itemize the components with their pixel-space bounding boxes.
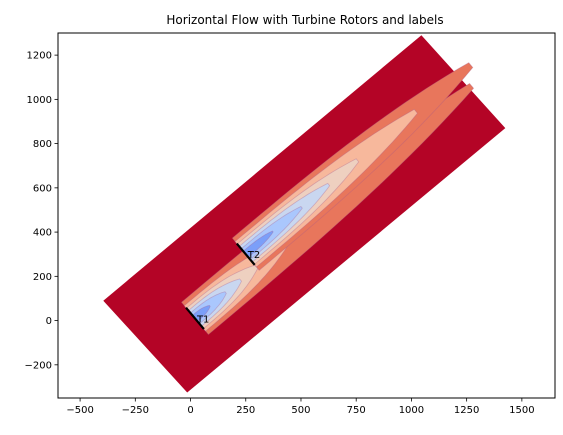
x-tick-label: 1500	[509, 405, 534, 416]
turbine-label-t2: T2	[247, 250, 260, 261]
x-tick-label: −250	[122, 405, 149, 416]
y-tick-label: 800	[33, 139, 52, 150]
y-tick-label: 200	[33, 272, 52, 283]
x-tick-label: 500	[291, 405, 310, 416]
plot-area	[103, 35, 505, 392]
x-tick-label: 0	[187, 405, 193, 416]
y-tick-label: 0	[46, 316, 52, 327]
chart-title: Horizontal Flow with Turbine Rotors and …	[166, 13, 443, 27]
y-tick-label: 1200	[27, 51, 52, 62]
turbine-label-t1: T1	[196, 314, 209, 325]
x-tick-label: 1250	[454, 405, 479, 416]
x-tick-label: 250	[236, 405, 255, 416]
x-tick-label: 1000	[399, 405, 424, 416]
x-tick-label: −500	[66, 405, 93, 416]
y-axis: −200 0 200 400 600 800 1000 1200	[25, 51, 58, 372]
y-tick-label: 1000	[27, 95, 52, 106]
y-tick-label: −200	[25, 360, 52, 371]
x-axis: −500 −250 0 250 500 750 1000 1250 1500	[66, 398, 534, 416]
wake-contours	[182, 63, 474, 335]
y-tick-label: 600	[33, 183, 52, 194]
y-tick-label: 400	[33, 228, 52, 239]
x-tick-label: 750	[347, 405, 366, 416]
